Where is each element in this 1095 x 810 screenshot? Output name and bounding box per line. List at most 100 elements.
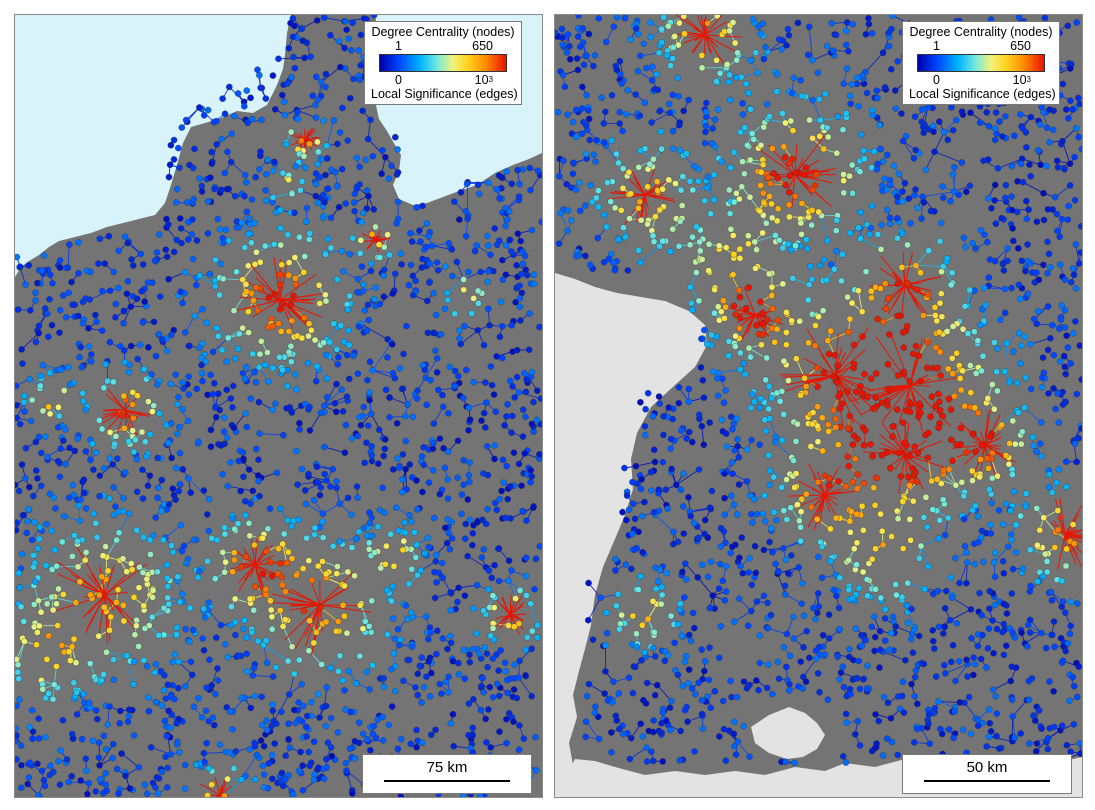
network-node <box>241 171 249 179</box>
network-node <box>15 481 19 489</box>
network-node <box>326 338 333 346</box>
network-node <box>26 759 34 767</box>
network-node <box>456 327 463 334</box>
network-node <box>185 391 193 398</box>
network-node <box>53 562 60 570</box>
network-node <box>251 219 258 227</box>
network-node <box>188 231 196 238</box>
network-node <box>262 585 270 593</box>
network-node <box>62 314 70 321</box>
network-node <box>389 340 396 348</box>
network-node <box>478 554 486 561</box>
hub-edge <box>824 494 831 513</box>
network-node <box>342 759 350 767</box>
network-node <box>341 44 348 52</box>
network-node <box>345 327 352 334</box>
network-node <box>16 420 24 428</box>
network-node <box>412 277 419 285</box>
network-node <box>17 784 25 791</box>
network-node <box>496 728 503 735</box>
network-node <box>286 744 294 752</box>
network-edge <box>121 753 140 768</box>
network-node <box>298 681 305 688</box>
network-node <box>82 505 90 512</box>
network-node <box>502 241 510 249</box>
network-node <box>277 241 284 249</box>
hub-edge <box>200 783 221 796</box>
network-node <box>429 445 437 452</box>
network-node <box>355 323 363 330</box>
network-node <box>125 712 133 720</box>
network-node <box>484 179 492 186</box>
network-edge <box>820 117 847 121</box>
network-node <box>466 416 474 423</box>
network-node <box>25 506 32 513</box>
network-node <box>151 669 159 676</box>
network-node <box>16 696 23 703</box>
network-edge <box>309 412 322 431</box>
network-node <box>439 403 447 411</box>
network-node <box>345 667 352 675</box>
network-node <box>80 476 88 484</box>
network-node <box>351 207 358 215</box>
network-node <box>349 19 356 27</box>
network-node <box>330 320 337 327</box>
network-node <box>308 327 315 334</box>
network-node <box>334 361 342 368</box>
network-node <box>269 406 276 414</box>
hub-edge <box>237 564 256 584</box>
network-node <box>175 144 182 152</box>
network-node <box>87 456 94 464</box>
network-node <box>76 578 84 586</box>
network-node <box>29 492 37 500</box>
hub-edge <box>289 604 321 607</box>
network-node <box>120 347 128 354</box>
network-node <box>368 597 376 605</box>
network-node <box>29 735 36 743</box>
network-node <box>207 371 214 379</box>
network-node <box>242 179 250 186</box>
hub-edge <box>850 384 911 402</box>
network-node <box>165 275 172 283</box>
network-node <box>339 408 347 415</box>
network-node <box>355 719 363 726</box>
network-node <box>169 549 177 556</box>
network-node <box>314 199 322 207</box>
network-node <box>405 580 413 588</box>
network-node <box>201 614 209 621</box>
network-node <box>389 290 397 297</box>
network-node <box>399 476 406 483</box>
network-node <box>333 276 341 283</box>
network-node <box>497 647 504 654</box>
network-node <box>130 594 138 601</box>
network-node <box>322 570 330 578</box>
network-node <box>342 200 349 207</box>
network-node <box>50 768 57 776</box>
network-node <box>209 390 217 398</box>
network-node <box>239 369 247 377</box>
network-node <box>40 252 48 259</box>
network-node <box>114 455 121 463</box>
network-node <box>70 635 78 643</box>
network-node <box>204 198 212 205</box>
network-node <box>493 506 501 514</box>
network-node <box>294 481 301 488</box>
network-node <box>315 148 322 156</box>
network-node <box>350 199 358 206</box>
network-node <box>204 230 212 237</box>
network-node <box>527 478 534 486</box>
network-node <box>363 668 371 676</box>
network-edge <box>187 477 210 500</box>
network-node <box>245 466 253 473</box>
network-node <box>436 490 444 498</box>
network-node <box>339 677 347 684</box>
network-node <box>444 448 452 455</box>
network-node <box>391 687 399 695</box>
network-node <box>515 193 523 200</box>
network-node <box>130 732 138 739</box>
network-node <box>356 76 363 84</box>
network-node <box>219 275 227 283</box>
network-node <box>229 382 237 390</box>
network-node <box>502 668 510 675</box>
network-edge <box>742 161 764 166</box>
